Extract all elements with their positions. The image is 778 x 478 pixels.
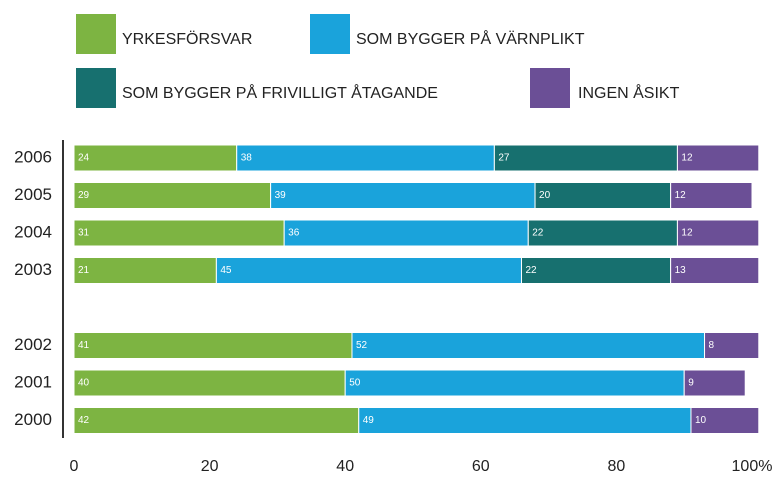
bar-segment bbox=[73, 182, 272, 209]
bar-segment bbox=[683, 369, 746, 397]
bar-segment bbox=[690, 407, 760, 434]
value-label: 20 bbox=[539, 190, 551, 201]
legend-swatch bbox=[530, 68, 570, 108]
y-tick-label: 2005 bbox=[14, 185, 52, 204]
value-label: 21 bbox=[78, 265, 90, 276]
bar-segment bbox=[351, 332, 706, 359]
y-tick-label: 2004 bbox=[14, 222, 52, 241]
bar-segment bbox=[676, 219, 760, 247]
value-label: 52 bbox=[356, 340, 368, 351]
bar-segment bbox=[73, 219, 285, 247]
bar-segment bbox=[215, 257, 522, 284]
bar-segment bbox=[493, 144, 678, 172]
bar-segment bbox=[358, 407, 692, 434]
value-label: 38 bbox=[241, 153, 253, 164]
value-label: 40 bbox=[78, 378, 90, 389]
value-label: 45 bbox=[220, 265, 232, 276]
legend-swatch bbox=[310, 14, 350, 54]
bar-segment bbox=[73, 332, 353, 359]
bar-segment bbox=[73, 407, 360, 434]
x-tick-label: 100% bbox=[732, 458, 773, 475]
bar-segment bbox=[73, 144, 238, 172]
value-label: 12 bbox=[675, 190, 687, 201]
legend-swatch bbox=[76, 14, 116, 54]
value-label: 13 bbox=[675, 265, 687, 276]
value-label: 24 bbox=[78, 153, 90, 164]
value-label: 31 bbox=[78, 228, 90, 239]
bar-segment bbox=[670, 182, 753, 209]
value-label: 22 bbox=[532, 228, 544, 239]
value-label: 50 bbox=[349, 378, 361, 389]
bar-segment bbox=[73, 257, 217, 284]
bar-segment bbox=[520, 257, 672, 284]
x-tick-label: 60 bbox=[472, 458, 490, 475]
y-tick-label: 2006 bbox=[14, 147, 52, 166]
y-tick-label: 2003 bbox=[14, 260, 52, 279]
value-label: 9 bbox=[688, 378, 694, 389]
value-label: 12 bbox=[681, 228, 693, 239]
bar-segment bbox=[670, 257, 760, 284]
value-label: 39 bbox=[275, 190, 287, 201]
value-label: 49 bbox=[363, 415, 375, 426]
value-label: 42 bbox=[78, 415, 90, 426]
value-label: 22 bbox=[525, 265, 537, 276]
bar-segment bbox=[534, 182, 672, 209]
legend-label: YRKESFÖRSVAR bbox=[122, 30, 252, 48]
y-tick-label: 2001 bbox=[14, 372, 52, 391]
legend-swatch bbox=[76, 68, 116, 108]
y-tick-label: 2002 bbox=[14, 335, 52, 354]
value-label: 41 bbox=[78, 340, 90, 351]
value-label: 10 bbox=[695, 415, 707, 426]
bar-segment bbox=[527, 219, 678, 247]
bar-segment bbox=[73, 369, 346, 397]
bar-segment bbox=[676, 144, 760, 172]
value-label: 12 bbox=[681, 153, 693, 164]
bar-segment bbox=[236, 144, 495, 172]
bar-segment bbox=[270, 182, 536, 209]
legend-label: SOM BYGGER PÅ VÄRNPLIKT bbox=[356, 29, 585, 48]
value-label: 27 bbox=[498, 153, 510, 164]
x-tick-label: 20 bbox=[201, 458, 219, 475]
x-tick-label: 40 bbox=[336, 458, 354, 475]
bar-segment bbox=[704, 332, 760, 359]
x-tick-label: 0 bbox=[70, 458, 79, 475]
value-label: 29 bbox=[78, 190, 90, 201]
bar-segment bbox=[344, 369, 685, 397]
x-tick-label: 80 bbox=[608, 458, 626, 475]
legend-label: SOM BYGGER PÅ FRIVILLIGT ÅTAGANDE bbox=[122, 83, 438, 102]
value-label: 36 bbox=[288, 228, 300, 239]
value-label: 8 bbox=[709, 340, 715, 351]
y-tick-label: 2000 bbox=[14, 410, 52, 429]
legend-label: INGEN ÅSIKT bbox=[578, 83, 680, 102]
bar-segment bbox=[283, 219, 529, 247]
